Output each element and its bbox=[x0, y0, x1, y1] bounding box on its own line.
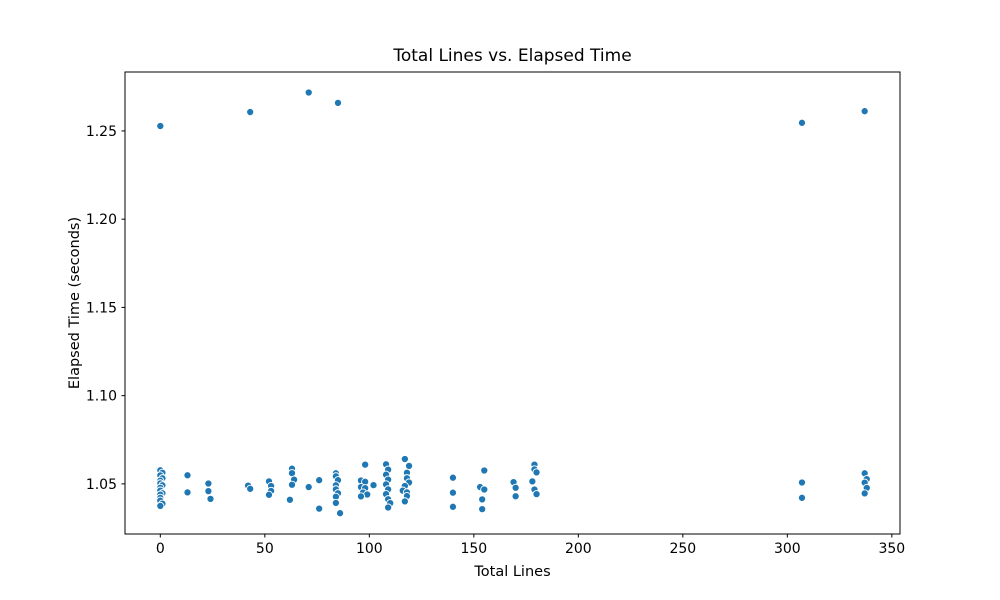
scatter-point bbox=[246, 108, 255, 117]
scatter-point bbox=[183, 488, 192, 497]
scatter-point bbox=[369, 481, 378, 490]
scatter-point bbox=[797, 118, 807, 127]
scatter-point bbox=[528, 477, 537, 486]
scatter-point bbox=[448, 502, 457, 511]
scatter-point bbox=[384, 503, 393, 512]
scatter-point bbox=[860, 489, 869, 498]
x-tick-label: 200 bbox=[565, 541, 592, 557]
scatter-point bbox=[404, 461, 414, 470]
axes-frame bbox=[124, 71, 901, 535]
scatter-point bbox=[400, 497, 409, 506]
scatter-point bbox=[156, 121, 165, 131]
scatter-point bbox=[448, 488, 457, 497]
axes-spines bbox=[124, 71, 901, 535]
scatter-point bbox=[478, 505, 487, 514]
x-tick-label: 300 bbox=[774, 541, 801, 557]
scatter-point bbox=[532, 468, 541, 477]
x-tick-label: 250 bbox=[669, 541, 696, 557]
scatter-point bbox=[264, 490, 274, 499]
scatter-point bbox=[532, 490, 541, 499]
scatter-point bbox=[287, 480, 297, 489]
chart-title: Total Lines vs. Elapsed Time bbox=[392, 46, 631, 66]
plot-background bbox=[125, 72, 900, 534]
scatter-point bbox=[356, 492, 366, 501]
y-axis-label: Elapsed Time (seconds) bbox=[67, 217, 83, 389]
y-tick-label: 1.25 bbox=[86, 124, 117, 140]
y-tick-label: 1.20 bbox=[86, 212, 117, 228]
y-tick-label: 1.10 bbox=[86, 389, 117, 405]
scatter-point bbox=[860, 107, 869, 116]
y-tick-label: 1.05 bbox=[86, 477, 117, 493]
scatter-point bbox=[331, 498, 340, 507]
scatter-point bbox=[400, 454, 409, 464]
scatter-point bbox=[315, 504, 324, 513]
axis-ticks: 0 50 100 150 200 250 300 350 1.05 1.10 1.15 1.20 1.2… bbox=[86, 124, 905, 557]
scatter-point bbox=[478, 495, 487, 504]
scatter-point bbox=[206, 494, 215, 503]
x-tick-label: 0 bbox=[156, 541, 165, 557]
scatter-point bbox=[333, 98, 343, 107]
scatter-point bbox=[246, 484, 255, 493]
scatter-point bbox=[336, 509, 345, 518]
scatter-point bbox=[797, 478, 807, 487]
scatter-point bbox=[797, 493, 807, 502]
scatter-point bbox=[204, 479, 213, 488]
scatter-point bbox=[156, 501, 165, 510]
scatter-point bbox=[511, 492, 520, 501]
scatter-point bbox=[204, 487, 213, 496]
scatter-point bbox=[304, 88, 313, 97]
scatter-point bbox=[480, 466, 489, 475]
scatter-point bbox=[183, 471, 192, 480]
x-tick-label: 100 bbox=[356, 541, 383, 557]
x-tick-label: 150 bbox=[460, 541, 487, 557]
scatter-point bbox=[480, 485, 489, 494]
scatter-point bbox=[285, 495, 294, 504]
plot-area bbox=[125, 72, 900, 534]
scatter-point bbox=[511, 483, 520, 492]
scatter-point bbox=[361, 460, 370, 469]
x-tick-label: 350 bbox=[878, 541, 905, 557]
data-points bbox=[156, 88, 871, 518]
scatter-point bbox=[315, 476, 324, 485]
scatter-point bbox=[448, 473, 457, 482]
x-tick-label: 50 bbox=[256, 541, 274, 557]
y-tick-label: 1.15 bbox=[86, 300, 117, 316]
x-axis-label: Total Lines bbox=[473, 564, 550, 580]
scatter-point bbox=[304, 483, 313, 492]
